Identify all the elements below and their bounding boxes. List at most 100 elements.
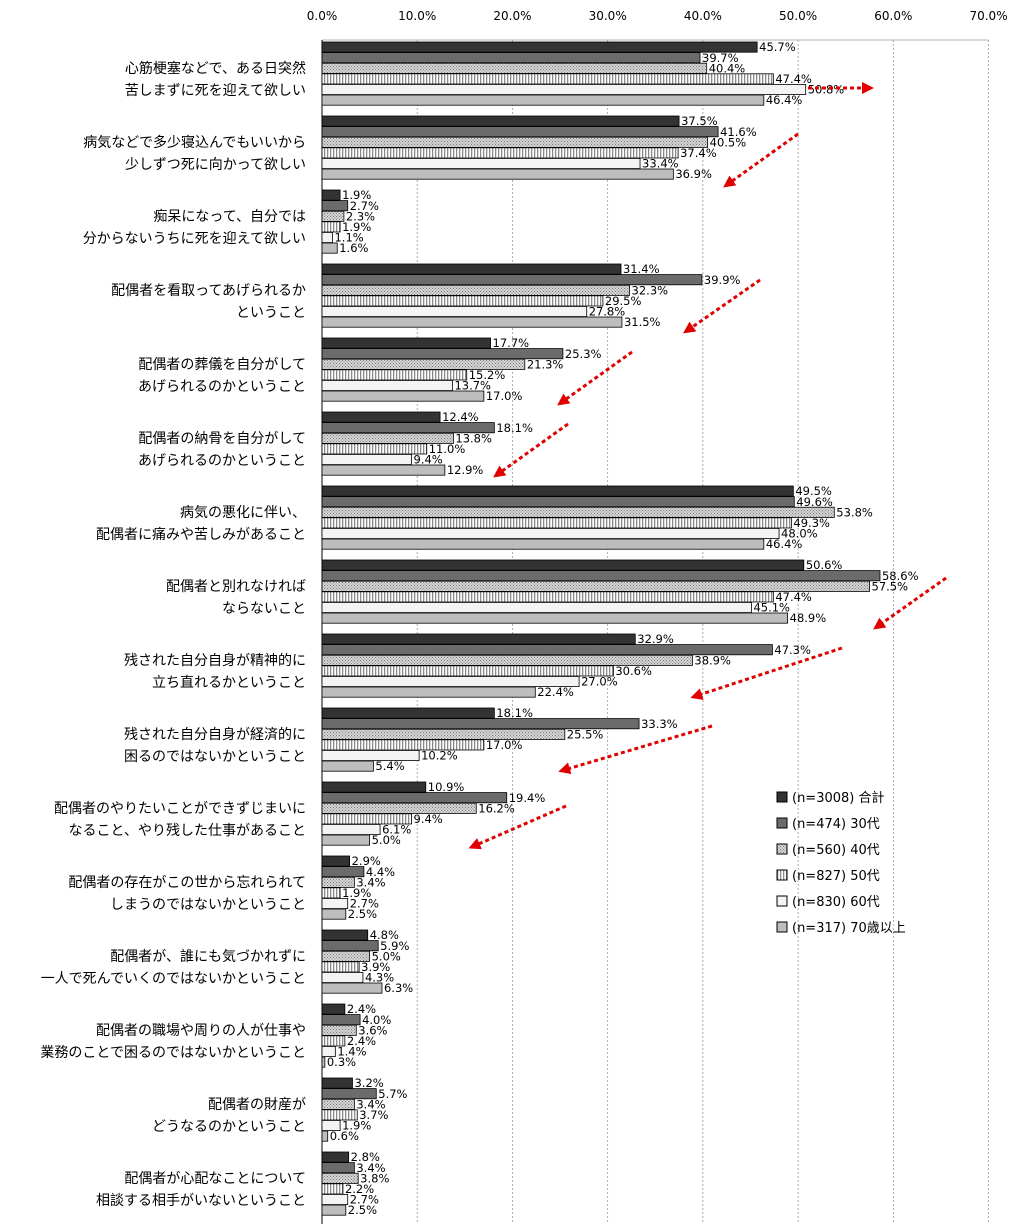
legend-swatch — [776, 791, 788, 803]
category-label: 苦しまずに死を迎えて欲しい — [125, 83, 306, 99]
category-label: 残された自分自身が経済的に — [124, 727, 306, 743]
bar — [321, 739, 485, 751]
category-label: 配偶者のやりたいことができずじまいに — [54, 801, 306, 817]
legend-swatch — [776, 843, 788, 855]
legend-swatch — [776, 921, 788, 933]
data-label: 45.7% — [759, 40, 796, 54]
data-label: 1.9% — [342, 886, 371, 900]
data-label: 4.8% — [370, 928, 399, 942]
data-label: 6.3% — [384, 981, 413, 995]
bar — [321, 369, 468, 381]
bar — [321, 633, 636, 645]
legend-swatch — [776, 895, 788, 907]
bar — [321, 411, 441, 423]
data-label: 32.3% — [632, 283, 669, 297]
data-label: 38.9% — [694, 653, 731, 667]
data-label: 2.3% — [346, 209, 375, 223]
bar — [321, 157, 641, 169]
data-label: 1.9% — [342, 1119, 371, 1133]
trend-arrow — [558, 724, 713, 775]
bar — [321, 1024, 357, 1036]
bar — [321, 1183, 344, 1195]
bar — [321, 1151, 350, 1163]
data-label: 16.2% — [478, 801, 515, 815]
trend-arrow — [690, 646, 843, 700]
category-label: 立ち直れるかということ — [152, 674, 306, 691]
bar — [321, 62, 708, 74]
category-label: ということ — [236, 305, 306, 321]
x-tick-label: 20.0% — [493, 9, 531, 23]
bar — [321, 84, 807, 96]
x-tick-label: 60.0% — [874, 9, 912, 23]
data-label: 33.3% — [641, 717, 678, 731]
bar — [321, 284, 630, 296]
bar — [321, 517, 792, 529]
category-label: 痴呆になって、自分では — [153, 209, 306, 225]
bar — [321, 961, 360, 973]
data-label: 48.9% — [790, 611, 827, 625]
bar — [321, 538, 765, 550]
legend-swatch — [776, 869, 788, 881]
data-label: 41.6% — [720, 125, 757, 139]
data-label: 2.9% — [352, 854, 381, 868]
data-label: 3.4% — [356, 1097, 385, 1111]
data-label: 1.9% — [342, 220, 371, 234]
x-tick-label: 10.0% — [398, 9, 436, 23]
data-label: 32.9% — [637, 632, 674, 646]
category-label: ならないこと — [222, 601, 306, 617]
data-label: 11.0% — [429, 442, 466, 456]
data-label: 47.4% — [775, 72, 812, 86]
bar — [321, 612, 789, 624]
data-label: 47.3% — [774, 643, 811, 657]
bar — [321, 559, 805, 571]
category-label: 配偶者の財産が — [208, 1097, 306, 1113]
bar — [321, 41, 758, 53]
data-label: 46.4% — [766, 537, 803, 551]
bar — [321, 337, 491, 349]
bar — [321, 94, 765, 106]
bar — [321, 1194, 349, 1206]
bar — [321, 52, 701, 64]
category-label: なること、やり残した仕事があること — [69, 823, 306, 839]
bar — [321, 728, 566, 740]
data-label: 3.8% — [360, 1171, 389, 1185]
bar — [321, 453, 412, 465]
data-label: 1.1% — [334, 231, 363, 245]
bar — [321, 972, 364, 984]
data-label: 2.7% — [350, 199, 379, 213]
bar — [321, 929, 369, 941]
category-label: 残された自分自身が精神的に — [124, 653, 306, 669]
bar — [321, 665, 614, 677]
data-label: 12.4% — [442, 410, 479, 424]
data-label: 1.6% — [339, 241, 368, 255]
data-label: 46.4% — [766, 93, 803, 107]
bar — [321, 1003, 346, 1015]
bar — [321, 528, 780, 540]
category-label: 配偶者が、誰にも気づかれずに — [110, 949, 306, 965]
data-label: 13.7% — [454, 379, 491, 393]
bar — [321, 263, 622, 275]
data-label: 2.7% — [350, 1193, 379, 1207]
data-label: 25.3% — [565, 347, 602, 361]
bar — [321, 855, 351, 867]
bar — [321, 506, 835, 518]
data-label: 31.4% — [623, 262, 660, 276]
data-label: 53.8% — [836, 505, 873, 519]
data-label: 21.3% — [527, 357, 564, 371]
x-tick-label: 50.0% — [779, 9, 817, 23]
category-label: 業務のことで困るのではないかということ — [40, 1045, 306, 1061]
x-tick-label: 40.0% — [684, 9, 722, 23]
bar — [321, 834, 371, 846]
bar — [321, 168, 674, 180]
bar — [321, 443, 428, 455]
data-label: 2.2% — [345, 1182, 374, 1196]
data-label: 1.4% — [337, 1045, 366, 1059]
data-label: 27.0% — [581, 675, 618, 689]
bar — [321, 887, 341, 899]
bar — [321, 802, 477, 814]
trend-arrow — [683, 278, 761, 334]
category-label: あげられるのかということ — [138, 379, 306, 395]
bar — [321, 1077, 353, 1089]
bar — [321, 982, 383, 994]
legend-label: (n=317) 70歳以上 — [792, 921, 906, 936]
